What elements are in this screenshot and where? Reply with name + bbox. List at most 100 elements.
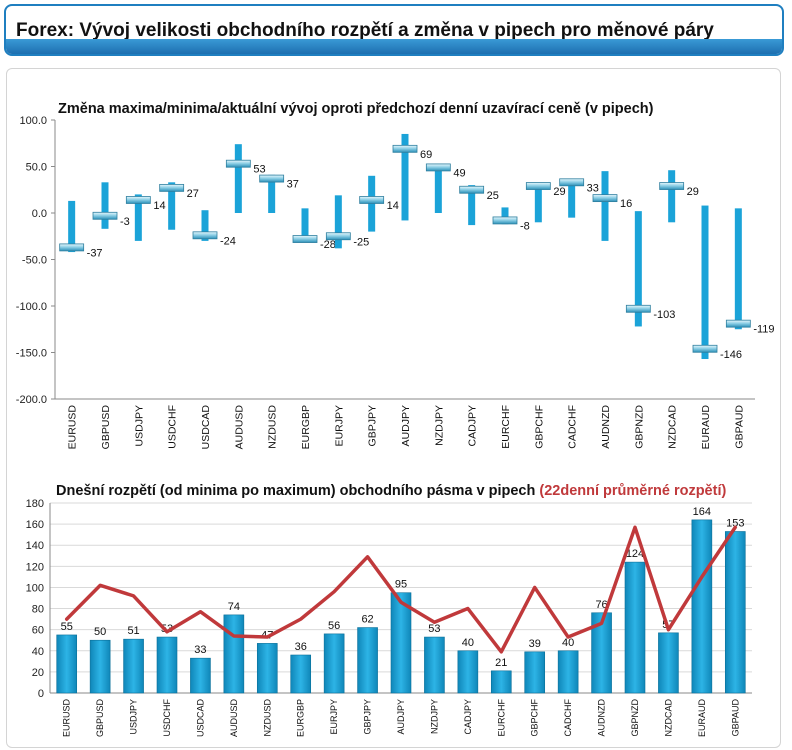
chart1-current-marker xyxy=(659,182,685,190)
chart1-current-label: -103 xyxy=(653,309,675,321)
chart2-y-tick-label: 160 xyxy=(26,519,44,531)
chart2-bar xyxy=(524,651,546,694)
chart1-current-marker xyxy=(259,174,285,183)
chart2-y-tick-label: 80 xyxy=(32,604,44,616)
chart1-category-label: GBPUSD xyxy=(100,405,112,450)
chart1-current-label: -146 xyxy=(720,349,742,361)
chart1-current-label: -25 xyxy=(353,236,369,248)
chart2-bar xyxy=(691,519,713,694)
chart2-y-tick-label: 20 xyxy=(32,667,44,679)
chart1-category-label: GBPJPY xyxy=(367,405,379,446)
chart1-current-marker xyxy=(692,344,718,353)
chart1-y-tick-label: -200.0 xyxy=(16,394,47,406)
chart1-range-bar xyxy=(568,180,576,218)
chart2-category-label: NZDJPY xyxy=(429,699,439,734)
chart1-range-bar xyxy=(201,210,209,241)
chart2-title-main: Dnešní rozpětí (od minima po maximum) ob… xyxy=(56,483,536,499)
chart2-bar xyxy=(156,636,178,694)
chart2-y-tick-label: 180 xyxy=(26,498,44,510)
chart1-category-label: EURGBP xyxy=(300,405,312,449)
chart1-current-label: 27 xyxy=(187,188,199,200)
chart2-category-label: CADCHF xyxy=(563,698,573,736)
chart1-range-bar xyxy=(468,185,476,226)
chart2-bar-label: 95 xyxy=(395,579,407,591)
chart2-category-label: GBPCHF xyxy=(530,699,540,737)
chart1-range-bar xyxy=(501,207,509,225)
chart2-category-label: GBPJPY xyxy=(363,699,373,735)
chart2-category-label: EURGBP xyxy=(296,699,306,737)
chart1-current-marker xyxy=(92,211,118,220)
chart1-category-label: CADCHF xyxy=(567,405,579,449)
chart2-bar xyxy=(490,670,512,694)
chart1-category-label: AUDJPY xyxy=(400,405,412,446)
chart2-bar-label: 124 xyxy=(626,548,644,560)
chart1-category-label: NZDJPY xyxy=(433,405,445,446)
chart2-bar-label: 39 xyxy=(529,638,541,650)
chart1-category-label: USDJPY xyxy=(133,405,145,446)
chart2-title-highlight: (22denní průměrné rozpětí) xyxy=(539,483,727,499)
chart2-bar-label: 56 xyxy=(328,620,340,632)
chart1-y-tick-label: 100.0 xyxy=(19,115,47,127)
chart2-bar-label: 62 xyxy=(361,614,373,626)
chart2-bar xyxy=(457,650,479,694)
page-title: Forex: Vývoj velikosti obchodního rozpět… xyxy=(16,20,714,41)
chart2-bar-label: 74 xyxy=(228,601,240,613)
chart2-bar-label: 50 xyxy=(94,626,106,638)
chart1-current-label: 69 xyxy=(420,149,432,161)
chart1-y-tick-label: -50.0 xyxy=(22,255,47,267)
chart2-bar-label: 76 xyxy=(595,599,607,611)
chart2-bar xyxy=(424,636,445,694)
chart1-current-marker xyxy=(625,304,651,313)
chart1-current-label: -8 xyxy=(520,220,530,232)
chart2-category-label: GBPUSD xyxy=(95,699,105,738)
chart1-range-bar xyxy=(268,174,276,213)
chart2-bar-label: 21 xyxy=(495,657,507,669)
chart2-bar-label: 51 xyxy=(127,625,139,637)
chart2-bar-label: 153 xyxy=(726,518,744,530)
chart2-bar xyxy=(591,612,612,694)
chart1-y-tick-label: 50.0 xyxy=(26,162,47,174)
chart1-category-label: CADJPY xyxy=(467,405,479,446)
chart1-current-label: 14 xyxy=(153,200,165,212)
chart2-bar xyxy=(190,657,211,694)
chart1-current-marker xyxy=(325,232,351,241)
chart1-current-label: 33 xyxy=(587,182,599,194)
chart2-category-label: EURCHF xyxy=(496,698,506,736)
chart1-category-label: NZDCAD xyxy=(667,405,679,449)
chart1-current-label: -3 xyxy=(120,216,130,228)
chart2-category-label: CADJPY xyxy=(463,699,473,735)
chart1-current-label: -119 xyxy=(753,324,774,336)
chart1-range-bar xyxy=(601,171,609,241)
chart2-category-label: AUDUSD xyxy=(229,699,239,738)
chart1-category-label: AUDUSD xyxy=(233,405,245,450)
chart1-y-tick-label: 0.0 xyxy=(32,208,47,220)
chart1-current-marker xyxy=(292,235,318,243)
chart1-current-marker xyxy=(392,144,418,153)
chart1-current-marker xyxy=(459,185,485,194)
header-box: Forex: Vývoj velikosti obchodního rozpět… xyxy=(4,4,784,56)
chart2-bar xyxy=(390,592,412,694)
chart2-bar-label: 33 xyxy=(194,644,206,656)
chart1-current-label: 16 xyxy=(620,198,632,210)
chart1-current-label: 49 xyxy=(453,167,465,179)
chart2-y-tick-label: 140 xyxy=(26,540,44,552)
chart1-current-marker xyxy=(192,231,218,240)
chart2-bar xyxy=(323,633,345,694)
chart1-y-tick-label: -150.0 xyxy=(16,348,47,360)
chart2-y-tick-label: 120 xyxy=(26,561,44,573)
chart1-range-bar xyxy=(701,205,709,360)
chart1-current-marker xyxy=(559,178,585,187)
chart1-range-bar xyxy=(334,195,342,249)
chart1-category-label: USDCAD xyxy=(200,405,212,450)
chart2-bar xyxy=(724,531,746,694)
chart1-range-bar xyxy=(734,208,742,330)
chart2-bar-label: 40 xyxy=(562,637,574,649)
chart2-category-label: AUDJPY xyxy=(396,699,406,735)
chart1-category-label: GBPCHF xyxy=(533,405,545,449)
chart2-bar-label: 55 xyxy=(61,621,73,633)
chart2-category-label: USDJPY xyxy=(129,699,139,735)
chart2-y-tick-label: 40 xyxy=(32,646,44,658)
chart1-current-marker xyxy=(159,183,185,192)
chart1-current-marker xyxy=(592,194,618,203)
chart1-range-bar xyxy=(101,182,109,229)
